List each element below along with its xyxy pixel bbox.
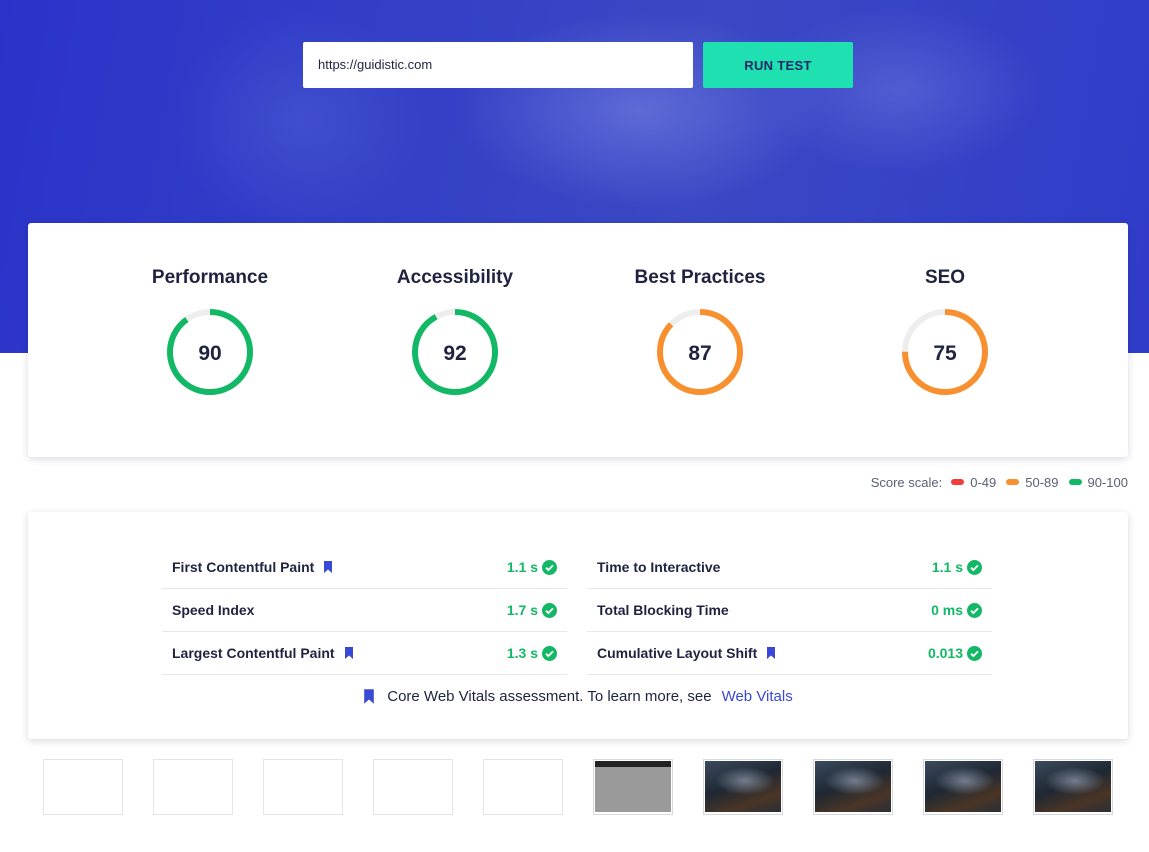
score-scale-label: Score scale: xyxy=(870,474,943,490)
metrics-card: First Contentful Paint 1.1 s Speed Index… xyxy=(28,512,1128,739)
check-circle-icon xyxy=(542,602,557,618)
core-web-vitals-note: Core Web Vitals assessment. To learn mor… xyxy=(28,688,1128,705)
bookmark-icon xyxy=(344,647,353,659)
note-text: Core Web Vitals assessment. To learn mor… xyxy=(387,688,712,705)
scale-range-mid: 50-89 xyxy=(1025,474,1059,490)
gauge-ring: 92 xyxy=(412,309,498,395)
url-input[interactable]: https://guidistic.com xyxy=(303,42,693,88)
metric-name: Total Blocking Time xyxy=(597,602,729,618)
filmstrip-frame xyxy=(813,759,893,815)
scale-range-high: 90-100 xyxy=(1087,474,1128,490)
gauge-title: Best Practices xyxy=(634,267,766,288)
metric-value: 1.1 s xyxy=(507,559,557,575)
orange-dot-icon xyxy=(1006,479,1020,485)
run-test-button[interactable]: RUN TEST xyxy=(703,42,853,88)
gauge-performance: Performance 90 xyxy=(130,267,290,397)
filmstrip-frame xyxy=(373,759,453,815)
metric-row-tti: Time to Interactive 1.1 s xyxy=(587,546,992,589)
check-circle-icon xyxy=(967,645,982,661)
metric-row-speed-index: Speed Index 1.7 s xyxy=(162,589,567,632)
filmstrip-frame xyxy=(263,759,343,815)
metric-value: 0 ms xyxy=(931,602,982,618)
filmstrip-frame xyxy=(43,759,123,815)
filmstrip-frame xyxy=(1033,759,1113,815)
metric-value: 0.013 xyxy=(928,645,982,661)
gauge-best-practices: Best Practices 87 xyxy=(620,267,780,397)
metric-name: Time to Interactive xyxy=(597,559,721,575)
gauge-title: SEO xyxy=(924,267,966,288)
metric-name: First Contentful Paint xyxy=(172,559,315,575)
bookmark-icon xyxy=(324,561,333,573)
metric-row-lcp: Largest Contentful Paint 1.3 s xyxy=(162,632,567,675)
scale-range-low: 0-49 xyxy=(970,474,997,490)
gauge-value: 87 xyxy=(688,342,711,365)
check-circle-icon xyxy=(967,559,982,575)
gauge-ring: 90 xyxy=(167,309,253,395)
green-dot-icon xyxy=(1068,479,1082,485)
gauge-ring: 87 xyxy=(657,309,743,395)
metric-value: 1.1 s xyxy=(932,559,982,575)
metric-value: 1.3 s xyxy=(507,645,557,661)
metric-row-tbt: Total Blocking Time 0 ms xyxy=(587,589,992,632)
metric-name: Speed Index xyxy=(172,602,255,618)
gauge-ring: 75 xyxy=(902,309,988,395)
bookmark-icon xyxy=(364,689,375,704)
gauge-seo: SEO 75 xyxy=(865,267,1025,397)
metrics-column-left: First Contentful Paint 1.1 s Speed Index… xyxy=(162,546,567,675)
gauge-value: 92 xyxy=(443,342,466,365)
red-dot-icon xyxy=(951,479,965,485)
check-circle-icon xyxy=(542,645,557,661)
metric-value: 1.7 s xyxy=(507,602,557,618)
metric-name: Largest Contentful Paint xyxy=(172,645,335,661)
filmstrip-frame xyxy=(483,759,563,815)
score-scale: Score scale: 0-49 50-89 90-100 xyxy=(871,474,1128,490)
gauge-value: 75 xyxy=(933,342,957,365)
filmstrip-frame xyxy=(153,759,233,815)
filmstrip-frame xyxy=(923,759,1003,815)
gauge-title: Performance xyxy=(151,267,269,288)
metric-row-cls: Cumulative Layout Shift 0.013 xyxy=(587,632,992,675)
metrics-column-right: Time to Interactive 1.1 s Total Blocking… xyxy=(587,546,992,675)
filmstrip-frame xyxy=(593,759,673,815)
gauge-title: Accessibility xyxy=(396,267,514,288)
web-vitals-link[interactable]: Web Vitals xyxy=(721,688,793,705)
metric-name: Cumulative Layout Shift xyxy=(597,645,758,661)
score-card: Performance 90 Accessibility 92 Best Pra… xyxy=(28,223,1128,457)
metric-row-fcp: First Contentful Paint 1.1 s xyxy=(162,546,567,589)
bookmark-icon xyxy=(767,647,776,659)
gauge-accessibility: Accessibility 92 xyxy=(375,267,535,397)
gauge-value: 90 xyxy=(198,342,221,365)
check-circle-icon xyxy=(542,559,557,575)
check-circle-icon xyxy=(967,602,982,618)
filmstrip-frame xyxy=(703,759,783,815)
